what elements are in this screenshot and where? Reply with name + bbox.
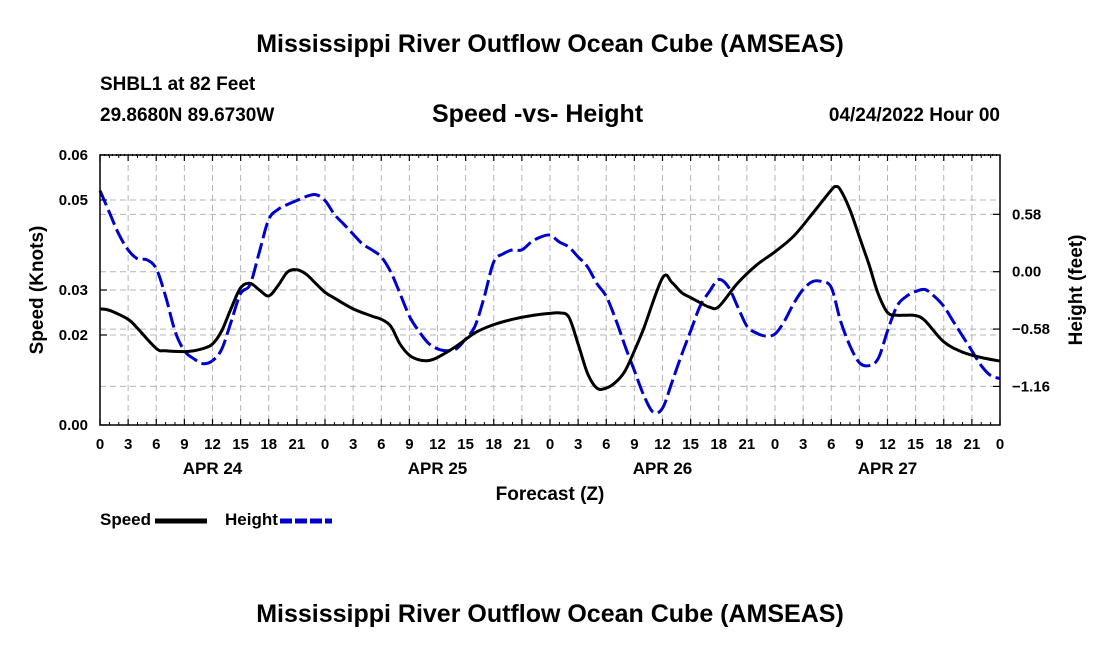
x-tick-label: 21 [739,436,756,453]
datetime-label: 04/24/2022 Hour 00 [828,105,1000,126]
grid-lines [100,155,1000,425]
x-tick-label: 18 [710,436,727,453]
y-right-tick-label: −0.58 [1012,321,1050,338]
x-tick-label: 6 [377,436,385,453]
x-tick-label: 6 [602,436,610,453]
x-tick-label: 12 [654,436,671,453]
x-tick-label: 9 [405,436,413,453]
y-axis-title-right: Height (feet) [1066,235,1087,346]
x-tick-label: 12 [879,436,896,453]
series-layer [98,184,1001,415]
x-tick-label: 3 [799,436,807,453]
x-tick-label: 0 [546,436,554,453]
x-tick-label: 21 [289,436,306,453]
x-tick-label: 0 [321,436,329,453]
y-left-tick-label: 0.03 [59,282,88,299]
main-title: Mississippi River Outflow Ocean Cube (AM… [256,30,844,58]
x-tick-label: 12 [204,436,221,453]
y-right-tick-label: −1.16 [1012,378,1050,395]
x-tick-label: 0 [96,436,104,453]
x-tick-label: 3 [574,436,582,453]
day-label: APR 27 [858,459,918,478]
x-tick-label: 6 [827,436,835,453]
x-tick-label: 3 [124,436,132,453]
x-tick-label: 6 [152,436,160,453]
y-left-tick-label: 0.02 [59,327,88,344]
y-axis-title-left: Speed (Knots) [27,226,48,355]
x-tick-label: 18 [260,436,277,453]
station-label: SHBL1 at 82 Feet [100,74,256,95]
y-left-tick-label: 0.06 [59,147,88,164]
legend-speed-swatch [155,518,208,524]
speed-height-chart: 0 3 6 9 12 15 18 21 0 3 6 9 12 15 18 21 0 3 6 9 12 15 18 21 0 3 6 9… [27,147,1087,505]
day-label: APR 24 [183,459,243,478]
legend-speed-label: Speed [100,510,152,529]
chart-subtitle: Speed -vs- Height [432,100,644,128]
x-tick-label: 21 [964,436,981,453]
x-tick-label: 3 [349,436,357,453]
y-right-tick-label: 0.00 [1012,264,1041,281]
y-left-tick-label: 0.05 [59,192,88,209]
x-tick-label: 15 [457,436,474,453]
x-tick-label: 18 [935,436,952,453]
x-tick-label: 0 [996,436,1004,453]
footer-title: Mississippi River Outflow Ocean Cube (AM… [256,600,844,628]
coordinates-label: 29.8680N 89.6730W [100,105,275,126]
x-tick-label: 21 [514,436,531,453]
series-speed-line [99,184,1001,391]
x-tick-label: 9 [630,436,638,453]
plot-frame [99,154,1001,426]
x-tick-label: 9 [855,436,863,453]
day-label: APR 26 [633,459,693,478]
x-tick-label: 15 [232,436,249,453]
day-label: APR 25 [408,459,468,478]
x-tick-label: 0 [771,436,779,453]
y-right-tick-label: 0.58 [1012,206,1041,223]
x-axis-title: Forecast (Z) [496,484,605,505]
x-tick-label: 12 [429,436,446,453]
axis-labels: 0 3 6 9 12 15 18 21 0 3 6 9 12 15 18 21 0 3 6 9 12 15 18 21 0 3 6 9… [59,147,1050,478]
legend: Speed Height [100,510,334,530]
legend-height-swatch [279,518,332,524]
x-tick-label: 15 [682,436,699,453]
x-tick-label: 18 [485,436,502,453]
y-left-tick-label: 0.00 [59,417,88,434]
legend-height-label: Height [225,510,278,529]
x-tick-label: 9 [180,436,188,453]
x-tick-label: 15 [907,436,924,453]
